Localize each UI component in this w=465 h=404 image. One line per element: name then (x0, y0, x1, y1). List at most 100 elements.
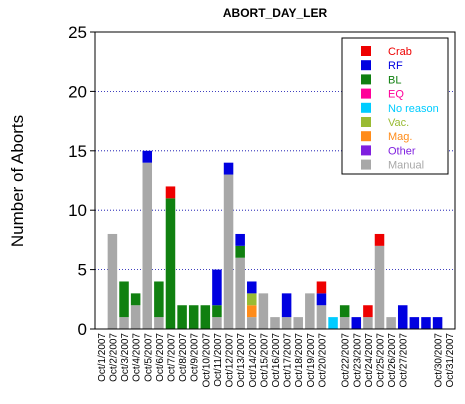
bar-segment-rf (247, 281, 257, 294)
y-tick-label: 25 (68, 23, 87, 42)
legend-label-rf: RF (388, 60, 403, 72)
bar-segment-manual (363, 317, 373, 329)
bar-segment-manual (316, 305, 327, 329)
bar-segment-bl (154, 281, 164, 318)
legend-label-eq: EQ (388, 89, 404, 101)
x-tick-label: Oct/15/2007 (259, 333, 270, 388)
bar-segment-bl (212, 305, 222, 318)
bar-segment-manual (270, 317, 280, 329)
x-tick-label: Oct/13/2007 (236, 333, 247, 388)
bar-segment-crab (316, 281, 327, 294)
bar-segment-manual (247, 317, 257, 329)
y-tick-label: 20 (68, 82, 87, 101)
x-axis-ticks: Oct/1/2007 Oct/2/2007 Oct/3/2007 Oct/4/2007… (97, 333, 456, 388)
x-tick-label: Oct/1/2007 (97, 333, 108, 382)
bar-segment-vac (247, 293, 257, 306)
bar-segment-rf (432, 317, 443, 329)
x-tick-label: Oct/26/2007 (387, 333, 398, 388)
bar-segment-manual (281, 317, 292, 329)
x-tick-label: Oct/14/2007 (248, 333, 259, 388)
y-tick-label: 10 (68, 201, 87, 220)
x-tick-label: Oct/24/2007 (364, 333, 375, 388)
x-tick-label: Oct/9/2007 (190, 333, 201, 382)
bar-segment-rf (142, 150, 153, 163)
y-axis-ticks: 0 5 10 15 20 25 (68, 23, 95, 339)
bar-segment-manual (305, 293, 315, 329)
bar-segment-mag (247, 305, 257, 318)
bar-segment-rf (316, 293, 327, 306)
x-tick-label: Oct/23/2007 (352, 333, 363, 388)
x-tick-label: Oct/12/2007 (225, 333, 236, 388)
bar-segment-manual (107, 233, 118, 329)
x-tick-label: Oct/10/2007 (201, 333, 212, 388)
bar-segment-manual (374, 245, 385, 329)
x-tick-label: Oct/16/2007 (271, 333, 282, 388)
bar-segment-bl (339, 305, 350, 318)
legend-label-manual: Manual (388, 160, 424, 172)
bar-segment-crab (363, 305, 373, 318)
x-tick-label: Oct/25/2007 (376, 333, 387, 388)
legend-label-no-reason: No reason (388, 103, 439, 115)
x-tick-label: Oct/8/2007 (178, 333, 189, 382)
x-tick-label: Oct/27/2007 (399, 333, 410, 388)
bar-segment-crab (374, 233, 385, 246)
bar-segment-rf (409, 317, 420, 329)
bar-segment-no-reason (328, 317, 338, 329)
legend-swatch-rf (361, 60, 371, 71)
bar-segment-manual (119, 317, 129, 329)
legend-swatch-bl (361, 74, 371, 85)
bar-segment-manual (223, 174, 234, 329)
x-tick-label: Oct/31/2007 (445, 333, 456, 388)
x-tick-label: Oct/11/2007 (213, 333, 224, 387)
bar-segment-manual (293, 317, 303, 329)
legend-swatch-eq (361, 88, 371, 99)
legend-label-other: Other (388, 145, 416, 157)
y-tick-label: 5 (78, 261, 87, 280)
legend-swatch-no-reason (361, 102, 371, 113)
legend-label-crab: Crab (388, 46, 412, 58)
x-tick-label: Oct/20/2007 (317, 333, 328, 388)
bar-segment-rf (397, 305, 408, 329)
bar-segment-manual (339, 317, 350, 329)
bar-segment-bl (235, 245, 245, 258)
bar-segment-rf (351, 317, 362, 329)
bar-segment-rf (421, 317, 431, 329)
bar-segment-bl (119, 281, 129, 318)
legend: Crab RF BL EQ No reason Vac. Mag. Other Manual (341, 37, 449, 175)
bar-segment-rf (281, 293, 292, 318)
x-tick-label: Oct/17/2007 (283, 333, 294, 388)
x-tick-label: Oct/6/2007 (155, 333, 166, 382)
x-tick-label: Oct/3/2007 (120, 333, 131, 382)
bars (107, 150, 443, 329)
bar-segment-bl (188, 305, 199, 329)
bar-segment-bl (200, 305, 211, 329)
y-axis-label: Number of Aborts (8, 115, 27, 247)
bar-segment-manual (154, 317, 164, 329)
plot-frame (94, 31, 456, 330)
x-tick-label: Oct/7/2007 (166, 333, 177, 382)
legend-label-mag: Mag. (388, 131, 412, 143)
x-tick-label: Oct/18/2007 (294, 333, 305, 388)
x-tick-label: Oct/19/2007 (306, 333, 317, 388)
bar-segment-bl (165, 198, 176, 329)
bar-segment-bl (130, 293, 141, 306)
legend-box (341, 37, 449, 175)
x-tick-label: Oct/22/2007 (341, 333, 352, 388)
x-tick-label: Oct/30/2007 (434, 333, 445, 388)
bar-segment-manual (258, 293, 269, 329)
legend-swatch-crab (361, 46, 371, 56)
legend-label-vac: Vac. (388, 117, 409, 129)
y-tick-label: 0 (78, 320, 87, 339)
legend-swatch-other (361, 145, 371, 156)
bar-segment-rf (223, 162, 234, 175)
bar-segment-manual (386, 317, 396, 329)
chart-title: ABORT_DAY_LER (223, 6, 328, 20)
bar-segment-bl (177, 305, 187, 329)
y-tick-label: 15 (68, 142, 87, 161)
legend-swatch-mag (361, 131, 371, 142)
bar-segment-manual (130, 305, 141, 329)
x-tick-label: Oct/2/2007 (108, 333, 119, 382)
bar-segment-manual (235, 257, 245, 329)
bar-segment-manual (142, 162, 153, 329)
